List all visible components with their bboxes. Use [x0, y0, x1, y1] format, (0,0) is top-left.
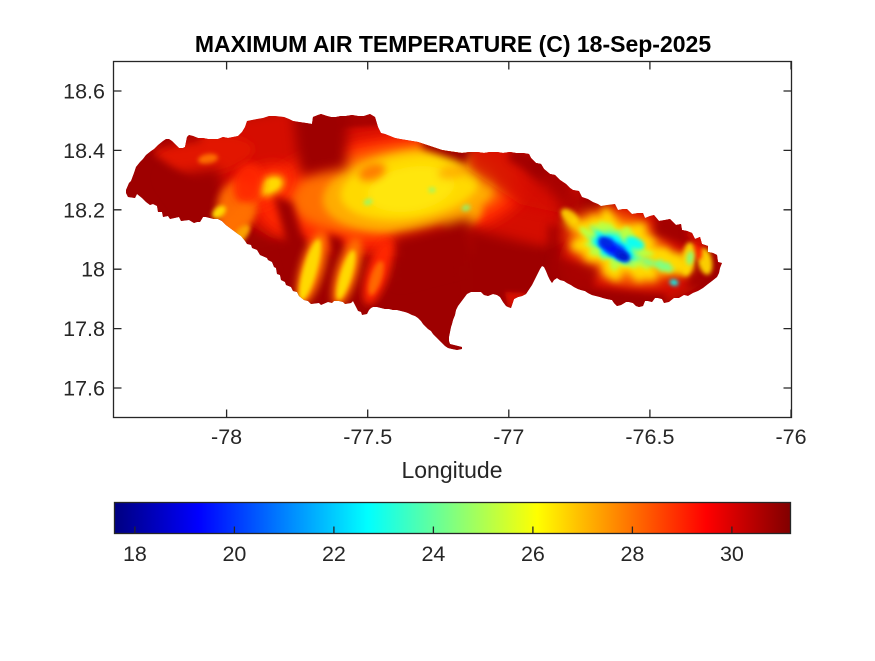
svg-text:30: 30 — [720, 542, 744, 566]
svg-text:17.6: 17.6 — [63, 377, 105, 401]
svg-text:17.8: 17.8 — [63, 317, 105, 341]
svg-text:-76.5: -76.5 — [625, 425, 674, 449]
svg-text:-78: -78 — [211, 425, 242, 449]
svg-text:-77: -77 — [493, 425, 524, 449]
svg-text:18.6: 18.6 — [63, 80, 105, 104]
svg-text:18: 18 — [123, 542, 147, 566]
svg-text:20: 20 — [222, 542, 246, 566]
svg-text:24: 24 — [421, 542, 445, 566]
svg-text:26: 26 — [521, 542, 545, 566]
svg-text:-76: -76 — [775, 425, 806, 449]
svg-text:22: 22 — [322, 542, 346, 566]
svg-text:28: 28 — [620, 542, 644, 566]
svg-text:18: 18 — [81, 258, 105, 282]
svg-text:MAXIMUM AIR TEMPERATURE (C) 18: MAXIMUM AIR TEMPERATURE (C) 18-Sep-2025 — [195, 31, 711, 57]
svg-text:Longitude: Longitude — [401, 457, 502, 483]
svg-text:18.2: 18.2 — [63, 198, 105, 222]
svg-text:18.4: 18.4 — [63, 139, 105, 163]
svg-text:-77.5: -77.5 — [343, 425, 392, 449]
